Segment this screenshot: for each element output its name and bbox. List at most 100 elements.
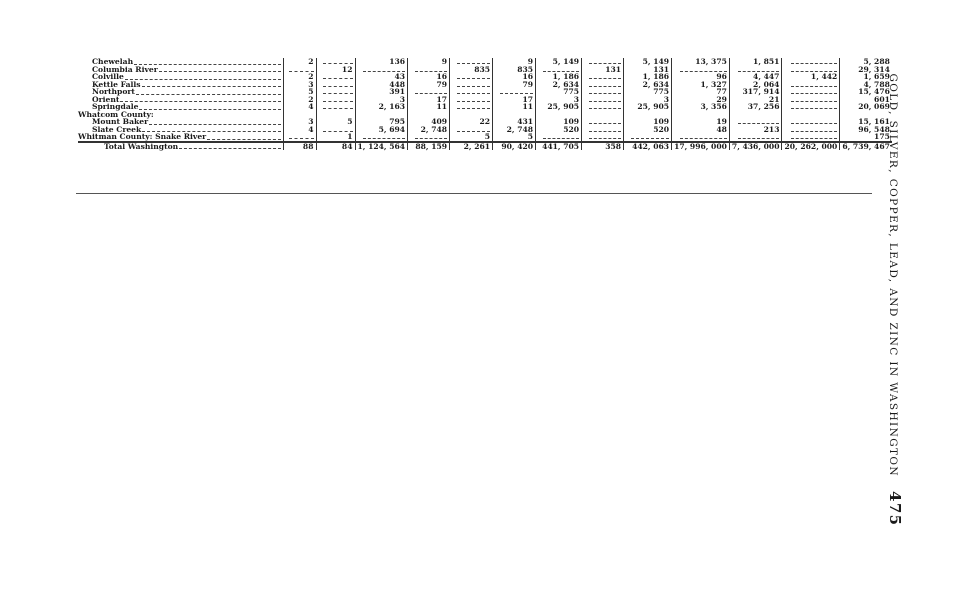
value-cell: 15, 476	[839, 88, 892, 96]
row-label-cell: Total Washington	[78, 140, 283, 150]
row-label-cell: Columbia River	[78, 65, 283, 74]
row-label-cell: Colville	[78, 73, 283, 81]
value-cell	[282, 65, 316, 73]
dot-leader	[158, 71, 281, 72]
group-header-row: Whatcom County:	[78, 109, 892, 119]
empty-dash	[322, 82, 353, 87]
empty-dash	[414, 67, 448, 72]
value-cell	[581, 73, 624, 81]
value-cell	[781, 110, 840, 118]
value-cell: 9	[407, 58, 450, 66]
value-cell: 11	[407, 103, 450, 111]
value-cell: 11	[492, 103, 536, 111]
empty-dash	[322, 59, 353, 64]
value-cell: 409	[407, 118, 450, 126]
value-cell: 22	[449, 118, 493, 126]
value-cell: 2, 163	[354, 103, 408, 111]
empty-dash	[542, 67, 580, 72]
empty-dash	[588, 59, 622, 64]
dot-leader	[120, 101, 281, 102]
empty-dash	[790, 104, 838, 109]
value-cell: 96, 548	[839, 125, 892, 133]
value-cell: 4, 788	[839, 80, 892, 88]
empty-dash	[288, 67, 314, 72]
dot-leader	[134, 63, 281, 65]
empty-dash	[363, 134, 406, 139]
empty-dash	[414, 89, 448, 94]
dot-leader	[149, 123, 281, 125]
value-cell	[581, 125, 624, 133]
value-cell: 131	[581, 65, 624, 73]
empty-dash	[588, 97, 622, 102]
dot-leader	[179, 148, 281, 149]
value-cell: 109	[623, 118, 672, 126]
empty-dash	[322, 104, 353, 109]
value-cell: 795	[354, 118, 408, 126]
value-cell: 4	[282, 125, 316, 133]
value-cell	[282, 110, 316, 118]
value-cell: 2, 634	[623, 80, 672, 88]
value-cell	[315, 95, 355, 103]
value-cell: 88, 159	[407, 140, 450, 150]
dot-leader	[141, 86, 281, 87]
empty-dash	[790, 127, 838, 132]
value-cell	[535, 65, 582, 73]
value-cell: 88	[282, 140, 316, 150]
row-label-cell: Kettle Falls	[78, 80, 283, 89]
value-cell: 13, 375	[671, 58, 730, 66]
value-cell: 77	[671, 88, 730, 96]
empty-dash	[588, 134, 622, 139]
value-cell: 1, 659	[839, 73, 892, 81]
empty-dash	[790, 134, 838, 139]
value-cell: 20, 069	[839, 103, 892, 111]
dot-leader	[139, 108, 281, 110]
empty-dash	[790, 82, 838, 87]
value-cell	[781, 58, 840, 66]
value-cell: 4	[282, 103, 316, 111]
empty-dash	[322, 127, 353, 132]
value-cell	[781, 103, 840, 111]
table-row: Kettle Falls 3 448 79 79 2, 634 2, 634 1, 327 2,…	[78, 80, 892, 89]
value-cell	[581, 110, 624, 118]
value-cell	[839, 110, 892, 118]
table-row: Northport 5 391 775 775 77 317, 914 15, 476	[78, 88, 892, 96]
value-cell	[449, 80, 493, 88]
empty-dash	[737, 67, 780, 72]
empty-dash	[631, 134, 670, 139]
row-label: Whatcom County:	[78, 109, 154, 119]
row-label: Colville	[92, 72, 124, 81]
row-label: Slate Creek	[92, 124, 142, 134]
value-cell: 2, 634	[535, 80, 582, 88]
value-cell: 520	[623, 125, 672, 133]
value-cell	[581, 133, 624, 142]
value-cell: 431	[492, 118, 536, 126]
empty-dash	[322, 74, 353, 79]
value-cell	[581, 80, 624, 88]
value-cell	[407, 110, 450, 118]
empty-dash	[790, 89, 838, 94]
row-label: Northport	[92, 87, 135, 96]
value-cell: 16	[492, 73, 536, 81]
value-cell: 835	[449, 65, 493, 73]
value-cell: 15, 161	[839, 118, 892, 126]
value-cell: 775	[623, 88, 672, 96]
empty-dash	[790, 67, 838, 72]
empty-dash	[588, 82, 622, 87]
production-table: Chewelah 2 136 9 9 5, 149 5, 149 13, 375 1, 851 5…	[78, 58, 892, 150]
value-cell: 3	[623, 95, 672, 103]
value-cell: 6, 739, 467	[839, 140, 892, 150]
value-cell: 5, 694	[354, 125, 408, 133]
value-cell	[728, 118, 782, 126]
value-cell	[315, 110, 355, 118]
row-label-cell: Whitman County: Snake River	[78, 133, 283, 142]
value-cell: 17	[407, 95, 450, 103]
table-row: Springdale 4 2, 163 11 11 25, 905 25, 905 3, 35…	[78, 103, 892, 111]
value-cell: 21	[728, 95, 782, 103]
value-cell: 5	[492, 133, 536, 142]
empty-dash	[456, 97, 491, 102]
table-row: Columbia River 12 835 835 131 131 29, 314	[78, 65, 892, 74]
value-cell	[282, 133, 316, 142]
value-cell	[781, 125, 840, 133]
value-cell: 1, 186	[623, 73, 672, 81]
value-cell: 25, 905	[623, 103, 672, 111]
